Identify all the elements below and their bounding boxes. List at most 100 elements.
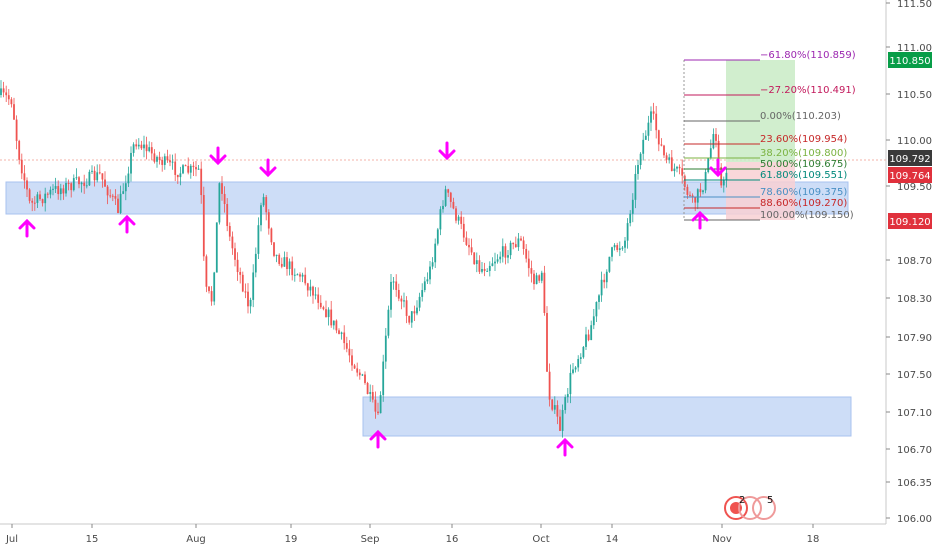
candle-body <box>317 294 320 303</box>
candle-body <box>429 266 431 280</box>
candle-body <box>260 205 262 226</box>
fib-level-label: 50.00%(109.675) <box>760 159 847 170</box>
candle-body <box>418 296 421 308</box>
price-tick-label: 111.500 <box>897 0 932 10</box>
candle-body <box>621 247 624 249</box>
candle-body <box>592 316 595 326</box>
candle-body <box>387 309 390 336</box>
candle-body <box>215 222 218 273</box>
candle-body <box>150 147 153 154</box>
candle-body <box>587 334 590 341</box>
candle-body <box>46 193 49 195</box>
candle-body <box>93 170 96 181</box>
candle-body <box>345 343 348 349</box>
price-badge-label: 109.120 <box>889 217 930 228</box>
price-tick-label: 109.500 <box>897 182 932 193</box>
candle-body <box>205 256 208 287</box>
candle-body <box>78 177 80 185</box>
candle-body <box>530 268 533 274</box>
candle-body <box>283 257 286 267</box>
candle-body <box>184 165 187 167</box>
candle-body <box>403 300 405 302</box>
candle-body <box>348 348 351 356</box>
candle-body <box>460 216 463 224</box>
time-tick-label: 18 <box>807 534 820 545</box>
candle-body <box>634 173 637 200</box>
candle-body <box>585 334 587 347</box>
candle-body <box>374 399 377 412</box>
candle-body <box>647 122 650 136</box>
price-badge <box>888 167 932 183</box>
candle-body <box>512 242 515 245</box>
candle-body <box>166 156 169 161</box>
candle-body <box>299 274 301 277</box>
brand-number-right: 5 <box>767 495 773 506</box>
candle-body <box>691 195 694 198</box>
candle-body <box>361 374 364 376</box>
candle-body <box>681 168 684 176</box>
candle-body <box>475 260 478 265</box>
candle-body <box>257 225 260 254</box>
candle-body <box>717 140 720 168</box>
candle-body <box>408 315 411 323</box>
candle-body <box>426 279 429 282</box>
candle-body <box>356 368 359 373</box>
candle-body <box>431 262 434 267</box>
price-badge-label: 110.850 <box>889 56 930 67</box>
candle-body <box>668 157 671 160</box>
candle-body <box>390 281 392 310</box>
price-badge-label: 109.792 <box>889 154 930 165</box>
candle-body <box>278 254 281 264</box>
candle-body <box>109 195 112 197</box>
candle-body <box>423 281 426 291</box>
candle-body <box>210 291 213 302</box>
candle-body <box>507 255 509 258</box>
candle-body <box>642 139 645 154</box>
time-axis[interactable]: Jul 15 Aug 19 Sep 16 Oct 14 Nov 18 <box>5 524 819 545</box>
price-axis[interactable]: 111.500 111.000 110.500 110.000 109.500 108.7… <box>886 0 932 525</box>
candle-body <box>725 172 728 181</box>
fib-level-label: 78.60%(109.375) <box>760 187 847 198</box>
fib-level-label: 38.20%(109.800) <box>760 148 847 159</box>
lower-zone <box>362 396 852 437</box>
price-tick-label: 106.000 <box>897 514 932 525</box>
candle-body <box>413 311 416 314</box>
brand-number-top: 2 <box>739 495 745 506</box>
candle-body <box>80 182 83 185</box>
candle-body <box>488 265 491 271</box>
time-tick-label: 16 <box>446 534 459 545</box>
fib-level-label: 0.00%(110.203) <box>760 111 841 122</box>
candle-body <box>179 173 182 178</box>
candle-body <box>312 286 314 296</box>
price-tick-label: 111.000 <box>897 43 932 54</box>
candle-body <box>301 274 304 277</box>
candle-body <box>127 173 130 184</box>
candle-body <box>655 113 658 131</box>
candle-body <box>527 258 530 269</box>
candle-body <box>572 369 574 373</box>
candle-body <box>176 174 179 178</box>
candle-body <box>36 194 39 203</box>
candle-body <box>231 236 234 249</box>
candle-body <box>49 189 52 195</box>
candle-body <box>382 361 385 396</box>
candles <box>0 80 728 438</box>
candle-body <box>377 411 379 414</box>
candle-body <box>57 186 60 195</box>
candle-body <box>20 159 23 174</box>
candle-body <box>624 240 626 248</box>
candle-body <box>195 167 197 170</box>
candle-body <box>15 119 18 141</box>
candle-body <box>470 247 473 253</box>
candle-body <box>314 294 317 296</box>
candle-body <box>122 191 125 194</box>
up-arrow <box>369 429 387 449</box>
candle-body <box>104 179 106 187</box>
candle-body <box>101 173 104 180</box>
candle-body <box>551 399 554 410</box>
candle-body <box>265 197 268 213</box>
price-badge <box>888 213 932 229</box>
long-loss-area <box>726 162 795 220</box>
candle-body <box>548 371 551 400</box>
candle-body <box>2 88 5 93</box>
